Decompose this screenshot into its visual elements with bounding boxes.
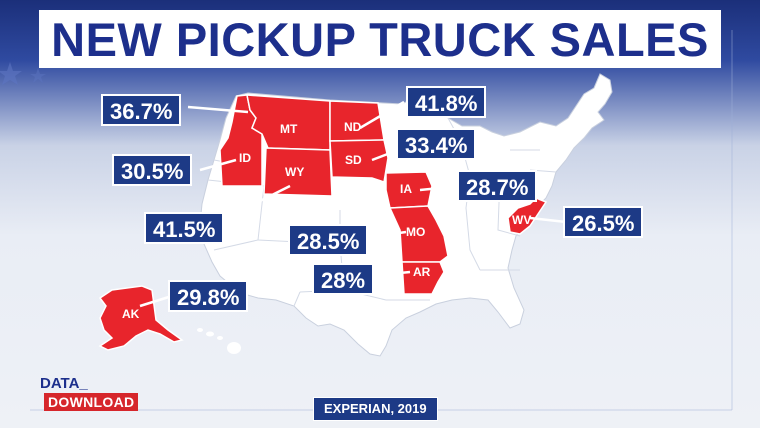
state-south-dakota: [329, 139, 389, 183]
state-abbr-nd: ND: [344, 120, 362, 134]
value-label-wv: 26.5%: [563, 206, 644, 238]
star-icon: [0, 62, 22, 85]
state-abbr-mo: MO: [406, 225, 425, 239]
star-icon: [30, 68, 46, 83]
state-abbr-id: ID: [239, 151, 251, 165]
state-abbr-wy: WY: [285, 165, 304, 179]
data-download-logo: DATA_ DOWNLOAD: [40, 375, 139, 412]
value-label-mo: 28.5%: [288, 224, 369, 256]
title-banner: NEW PICKUP TRUCK SALES: [39, 10, 721, 68]
state-abbr-ar: AR: [413, 265, 431, 279]
value-label-id: 30.5%: [112, 154, 193, 186]
logo-line-download: DOWNLOAD: [44, 393, 139, 411]
state-abbr-sd: SD: [345, 153, 362, 167]
state-wyoming: [263, 147, 333, 197]
state-west-virginia: [507, 197, 548, 235]
value-label-ia: 28.7%: [457, 170, 538, 202]
source-tag: EXPERIAN, 2019: [313, 397, 438, 421]
state-arkansas: [401, 261, 445, 295]
value-label-wy: 41.5%: [144, 212, 225, 244]
state-missouri: [388, 205, 449, 263]
value-label-sd: 33.4%: [396, 128, 477, 160]
hawaii-islands: [197, 328, 241, 354]
state-abbr-wv: WV: [512, 213, 531, 227]
state-abbr-mt: MT: [280, 122, 298, 136]
value-label-nd: 41.8%: [406, 86, 487, 118]
page-title: NEW PICKUP TRUCK SALES: [51, 12, 709, 66]
state-alaska: [98, 285, 184, 351]
leader-lines: [139, 100, 567, 308]
logo-line-data: DATA_: [40, 375, 88, 392]
value-label-mt: 36.7%: [101, 94, 182, 126]
value-label-ar: 28%: [312, 263, 375, 295]
value-label-ak: 29.8%: [168, 280, 249, 312]
state-abbr-ia: IA: [400, 182, 412, 196]
state-abbr-ak: AK: [122, 307, 140, 321]
